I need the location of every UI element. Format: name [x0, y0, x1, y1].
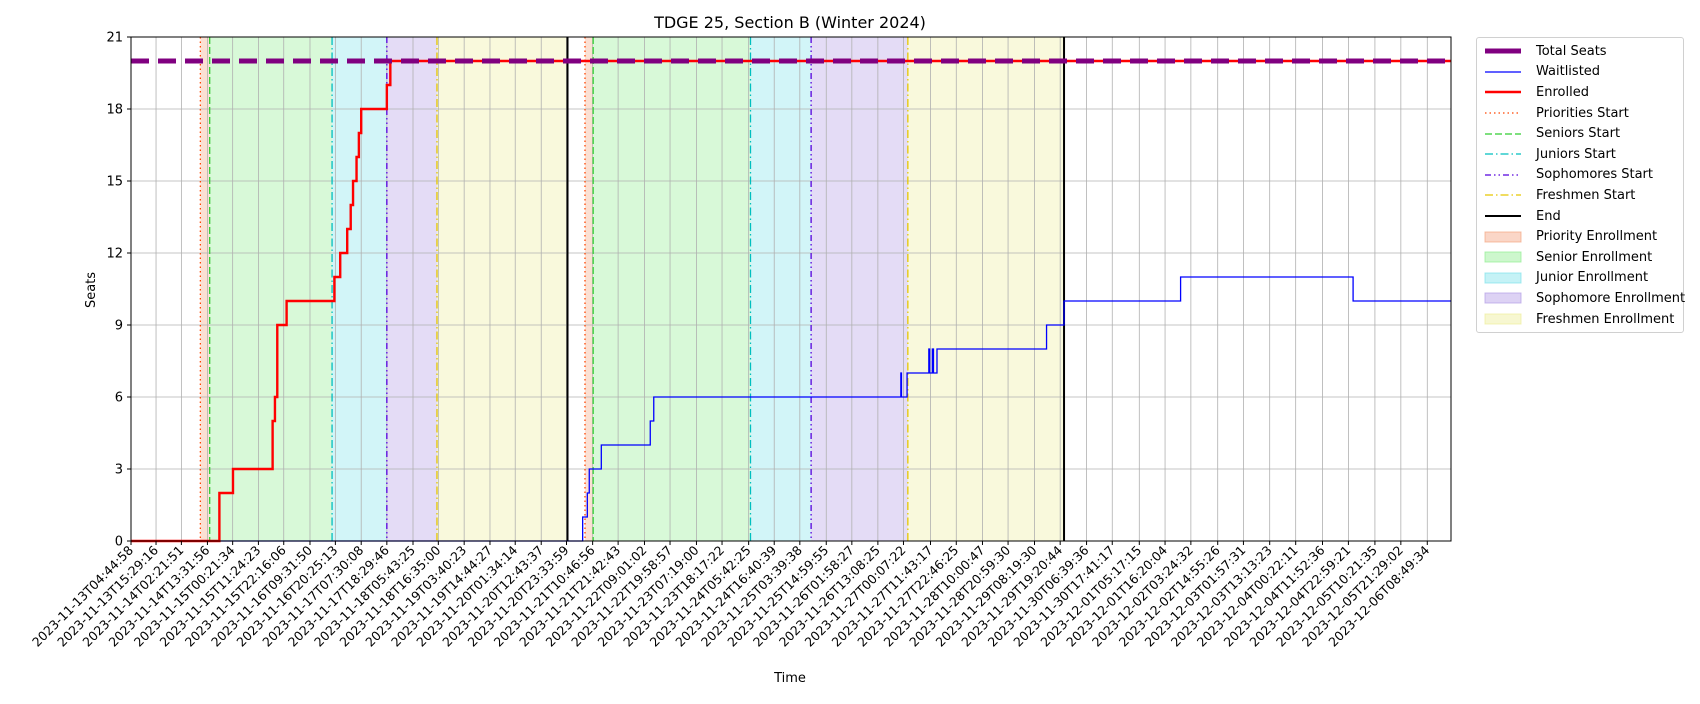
enrollment-periods [200, 37, 1065, 541]
sophomore-enrollment-band [811, 37, 908, 541]
grid-lines [130, 36, 1451, 542]
legend-swatch [1484, 272, 1522, 284]
legend-item: Total Seats [1477, 41, 1683, 62]
legend-label: Seniors Start [1536, 126, 1621, 142]
legend-patch [1484, 292, 1522, 304]
y-tick-label: 3 [115, 463, 123, 478]
legend-label: Senior Enrollment [1536, 249, 1653, 265]
legend-item: Senior Enrollment [1477, 247, 1683, 268]
x-axis-label: Time [773, 671, 806, 686]
priority-enrollment-band [584, 37, 594, 541]
legend-item: Priority Enrollment [1477, 226, 1683, 247]
legend-label: Freshmen Enrollment [1536, 311, 1675, 327]
phase-markers [199, 37, 1066, 541]
y-axis: 0 3 6 9 12 15 18 21 [106, 31, 131, 550]
legend-item: Enrolled [1477, 82, 1683, 103]
y-tick-label: 9 [115, 319, 123, 334]
plot-frame [130, 36, 1452, 542]
priority-enrollment-band [200, 37, 210, 541]
legend-swatch [1485, 48, 1521, 54]
legend-swatch [1485, 215, 1521, 218]
legend-item: Sophomores Start [1477, 165, 1683, 186]
legend-swatch [1485, 91, 1521, 94]
y-tick-label: 15 [106, 175, 123, 190]
enrolled-line [131, 59, 1451, 543]
legend-item: Sophomore Enrollment [1477, 288, 1686, 309]
legend-swatch [1484, 231, 1522, 243]
legend-label: Freshmen Start [1536, 187, 1636, 203]
legend-label: End [1536, 208, 1561, 224]
legend-patch [1484, 272, 1522, 284]
junior-enrollment-band [750, 37, 812, 541]
legend-swatch [1485, 174, 1521, 176]
freshmen-enrollment-band [907, 37, 1065, 541]
y-axis-label: Seats [84, 272, 99, 308]
legend-item: Juniors Start [1477, 144, 1683, 165]
legend-label: Junior Enrollment [1536, 270, 1649, 286]
legend-swatch [1484, 251, 1522, 263]
x-axis: 2023-11-13T04:44:582023-11-13T15:29:1620… [29, 541, 1432, 650]
legend-swatch [1484, 292, 1522, 304]
legend-swatch [1485, 153, 1521, 155]
y-tick-label: 18 [106, 103, 123, 118]
y-tick-label: 6 [115, 391, 123, 406]
legend-patch [1484, 231, 1522, 243]
legend-item: Seniors Start [1477, 123, 1683, 144]
chart-title: TDGE 25, Section B (Winter 2024) [653, 13, 926, 32]
legend-patch [1484, 313, 1522, 325]
legend-label: Juniors Start [1536, 146, 1616, 162]
legend-label: Priority Enrollment [1536, 229, 1658, 245]
legend: Total Seats Waitlisted Enrolled Priorities … [1476, 37, 1686, 334]
legend-item: Waitlisted [1477, 62, 1683, 83]
legend-item: Freshmen Enrollment [1477, 309, 1683, 330]
senior-enrollment-band [209, 37, 333, 541]
legend-item: Freshmen Start [1477, 185, 1683, 206]
freshmen-enrollment-band [436, 37, 568, 541]
legend-label: Enrolled [1536, 84, 1589, 100]
legend-label: Total Seats [1536, 43, 1607, 59]
y-tick-label: 21 [106, 31, 123, 46]
series-lines [131, 58, 1451, 543]
legend-swatch [1485, 112, 1521, 114]
legend-item: Junior Enrollment [1477, 268, 1683, 289]
waitlisted-line [131, 276, 1451, 542]
legend-swatch [1485, 71, 1521, 73]
y-tick-label: 0 [115, 535, 123, 550]
legend-label: Sophomore Enrollment [1536, 290, 1686, 306]
junior-enrollment-band [332, 37, 387, 541]
legend-label: Priorities Start [1536, 105, 1629, 121]
legend-swatch [1484, 313, 1522, 325]
legend-item: Priorities Start [1477, 103, 1683, 124]
legend-label: Waitlisted [1536, 64, 1601, 80]
legend-label: Sophomores Start [1536, 167, 1653, 183]
sophomore-enrollment-band [386, 37, 437, 541]
legend-swatch [1485, 133, 1521, 135]
y-tick-label: 12 [106, 247, 123, 262]
legend-patch [1484, 251, 1522, 263]
legend-swatch [1485, 194, 1521, 197]
legend-item: End [1477, 206, 1683, 227]
senior-enrollment-band [593, 37, 751, 541]
